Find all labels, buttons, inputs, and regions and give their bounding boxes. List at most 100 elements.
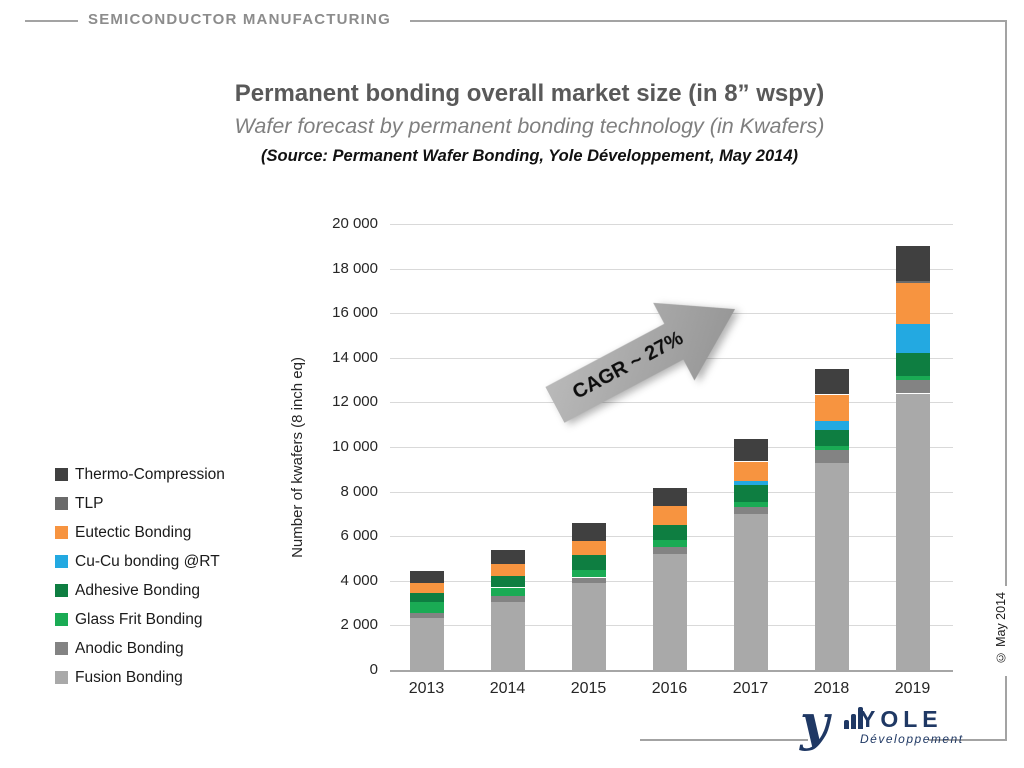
x-tick-label: 2016: [651, 680, 688, 697]
copyright-note: © May 2014: [994, 592, 1008, 665]
logo-name: YOLE: [860, 706, 943, 732]
logo-subname: Développement: [860, 732, 964, 746]
logo-bars-icon: [844, 707, 863, 729]
legend-label: Thermo-Compression: [75, 465, 225, 483]
legend-swatch-icon: [55, 555, 68, 568]
x-tick-label: 2019: [894, 680, 931, 697]
bar-segment: [895, 246, 930, 281]
legend-item: Eutectic Bonding: [55, 518, 225, 547]
footer-rule-right: [928, 739, 1007, 741]
x-tick-label: 2013: [408, 680, 445, 697]
yole-logo: y YOLE Développement: [800, 693, 962, 766]
bar-segment: [733, 501, 768, 508]
legend-label: Cu-Cu bonding @RT: [75, 552, 220, 570]
y-tick-label: 20 000: [332, 215, 378, 232]
y-tick-label: 18 000: [332, 259, 378, 277]
legend-swatch-icon: [55, 584, 68, 597]
bar-segment: [733, 513, 768, 670]
bar-segment: [571, 577, 606, 584]
x-tick-label: 2018: [813, 680, 850, 697]
legend-label: Adhesive Bonding: [75, 581, 200, 599]
y-tick-label: 4 000: [340, 571, 378, 589]
legend-item: Anodic Bonding: [55, 634, 225, 663]
y-tick-label: 0: [369, 661, 378, 678]
legend-label: TLP: [75, 494, 104, 512]
bar-segment: [571, 583, 606, 670]
logo-y-glyph: y: [800, 693, 830, 752]
legend-label: Anodic Bonding: [75, 639, 184, 657]
legend-item: TLP: [55, 489, 225, 518]
frame-right-upper: [1005, 20, 1007, 586]
bar-segment: [814, 462, 849, 670]
x-tick-label: 2014: [489, 680, 526, 697]
legend-swatch-icon: [55, 497, 68, 510]
bar-segment: [652, 554, 687, 670]
legend-item: Cu-Cu bonding @RT: [55, 547, 225, 576]
bar-segment: [490, 602, 525, 670]
legend: Thermo-Compression TLP Eutectic Bonding Cu-…: [55, 460, 225, 692]
bar-segment: [571, 569, 606, 578]
legend-item: Fusion Bonding: [55, 663, 225, 692]
y-tick-label: 16 000: [332, 304, 378, 322]
bar-segment: [490, 564, 525, 577]
bar-segment: [652, 539, 687, 548]
bar-segment: [814, 450, 849, 463]
x-tick-label: 2017: [732, 680, 769, 697]
chart-title: Permanent bonding overall market size (i…: [234, 80, 825, 107]
bar-segment: [895, 393, 930, 670]
chart-subtitle: Wafer forecast by permanent bonding tech…: [234, 114, 825, 138]
page-header: SEMICONDUCTOR MANUFACTURING: [88, 11, 391, 28]
bar-segment: [652, 506, 687, 526]
legend-item: Glass Frit Bonding: [55, 605, 225, 634]
gridline: [390, 224, 953, 225]
bar-segment: [733, 507, 768, 514]
y-tick-label: 6 000: [340, 527, 378, 545]
bar-segment: [895, 280, 930, 284]
bar-segment: [409, 617, 444, 670]
y-tick-label: 10 000: [332, 438, 378, 455]
logo-bar-icon: [851, 714, 856, 729]
legend-swatch-icon: [55, 613, 68, 626]
bar-segment: [571, 540, 606, 556]
legend-swatch-icon: [55, 671, 68, 684]
bar-segment: [409, 613, 444, 618]
y-axis-title: Number of kwafers (8 inch eq): [289, 357, 306, 558]
frame-right-lower: [1005, 676, 1007, 740]
y-tick-label: 8 000: [340, 482, 378, 500]
x-tick-label: 2015: [570, 680, 607, 697]
gridline: [390, 670, 953, 672]
legend-swatch-icon: [55, 468, 68, 481]
bar-segment: [895, 353, 930, 376]
bar-segment: [490, 576, 525, 588]
gridline: [390, 402, 953, 404]
bar-segment: [733, 461, 768, 481]
y-tick-label: 12 000: [332, 393, 378, 411]
bar-segment: [409, 583, 444, 593]
legend-label: Glass Frit Bonding: [75, 610, 203, 628]
bar-segment: [409, 593, 444, 602]
bar-segment: [652, 488, 687, 507]
bar-segment: [814, 421, 849, 431]
bar-segment: [895, 380, 930, 394]
logo-bar-icon: [858, 707, 863, 729]
bar-segment: [814, 368, 849, 395]
bar-segment: [490, 587, 525, 597]
bar-segment: [814, 430, 849, 446]
bar-segment: [409, 570, 444, 584]
bar-segment: [733, 439, 768, 462]
title-block: Permanent bonding overall market size (i…: [45, 80, 1014, 166]
bar-segment: [571, 555, 606, 570]
legend-swatch-icon: [55, 526, 68, 539]
bar-segment: [895, 324, 930, 354]
bar-segment: [409, 602, 444, 614]
legend-item: Thermo-Compression: [55, 460, 225, 489]
footer-rule-left: [640, 739, 808, 741]
bar-segment: [571, 522, 606, 541]
legend-item: Adhesive Bonding: [55, 576, 225, 605]
bar-segment: [652, 525, 687, 540]
header-rule-right: [410, 20, 1006, 22]
bar-segment: [490, 596, 525, 602]
chart-source: (Source: Permanent Wafer Bonding, Yole D…: [261, 147, 798, 165]
bar-segment: [733, 480, 768, 485]
